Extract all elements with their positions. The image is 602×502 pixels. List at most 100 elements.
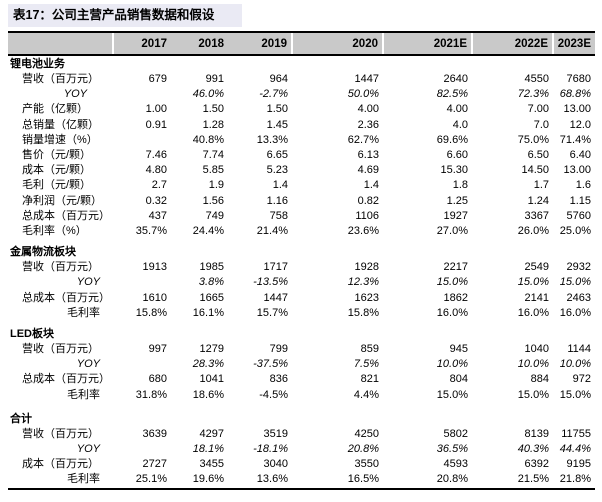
empty-cell: [292, 321, 383, 342]
data-row: 总成本（百万元） 680 1041 836 821 804 884 972: [8, 372, 595, 387]
value-cell: 8139: [524, 427, 549, 440]
value-cell: 15.0%: [436, 388, 468, 401]
value-cell: 46.0%: [192, 88, 224, 101]
column-header-2019: 2019: [228, 31, 292, 56]
empty-cell: [292, 239, 383, 260]
value-cell: 72.3%: [517, 88, 549, 101]
data-row: 总销量（亿颗） 0.91 1.28 1.45 2.36 4.0 7.0 12.0: [8, 118, 595, 133]
empty-cell: [472, 239, 553, 260]
value-cell: 679: [148, 73, 167, 85]
value-cell: 799: [269, 343, 288, 356]
empty-cell: [113, 55, 171, 72]
value-cell: 15.30: [440, 164, 468, 177]
value-cell: 1.45: [266, 118, 288, 131]
value-cell: 0.91: [145, 118, 167, 131]
value-cell: 15.0%: [559, 388, 591, 401]
value-cell: 6.65: [266, 149, 288, 162]
empty-cell: [553, 321, 595, 342]
value-cell: 10.0%: [436, 358, 468, 371]
row-label: 产能（亿颗）: [22, 103, 88, 116]
value-cell: 7.74: [202, 149, 224, 162]
value-cell: 7.0: [533, 118, 549, 131]
value-cell: 3.8%: [198, 276, 224, 289]
empty-cell: [383, 321, 472, 342]
value-cell: 31.8%: [135, 388, 167, 401]
value-cell: 4.00: [446, 103, 468, 116]
value-cell: -18.1%: [253, 443, 288, 456]
data-row: 营收（百万元） 679 991 964 1447 2640 4550 7680: [8, 72, 595, 87]
data-row: 净利润（元/颗） 0.32 1.56 1.16 0.82 1.25 1.24 1.15: [8, 194, 595, 209]
empty-cell: [472, 55, 553, 72]
data-row: 成本（百万元） 2727 3455 3040 3550 4593 6392 9195: [8, 457, 595, 472]
value-cell: 3455: [199, 458, 224, 471]
column-header-2020: 2020: [291, 31, 383, 56]
value-cell: 12.0: [569, 118, 591, 131]
data-row: 营收（百万元） 1913 1985 1717 1928 2217 2549 2932: [8, 260, 595, 275]
value-cell: 16.0%: [559, 306, 591, 319]
empty-cell: [383, 403, 472, 427]
data-row: 毛利（元/颗） 2.7 1.9 1.4 1.4 1.8 1.7 1.6: [8, 178, 595, 193]
value-cell: 16.5%: [292, 472, 383, 490]
value-cell: [113, 133, 171, 148]
value-cell: 18.6%: [192, 388, 224, 401]
value-cell: 4550: [524, 73, 549, 85]
value-cell: 5802: [443, 427, 468, 440]
header-label-spacer: [8, 31, 113, 56]
value-cell: 1.4: [272, 179, 288, 192]
empty-cell: [171, 55, 228, 72]
row-label: 营收（百万元）: [22, 427, 99, 440]
value-cell: 4.69: [357, 164, 379, 177]
value-cell: 1.6: [575, 179, 591, 192]
value-cell: 24.4%: [192, 225, 224, 238]
data-row: 销量增速（%） 40.8% 13.3% 62.7% 69.6% 75.0% 71.4%: [8, 133, 595, 148]
value-cell: 3550: [354, 458, 379, 471]
row-label: 售价（元/颗）: [22, 149, 92, 162]
value-cell: 2727: [142, 458, 167, 471]
empty-cell: [228, 239, 292, 260]
value-cell: 13.3%: [256, 133, 288, 146]
empty-cell: [113, 403, 171, 427]
value-cell: 4593: [443, 458, 468, 471]
value-cell: 75.0%: [517, 133, 549, 146]
data-row: YOY 18.1% -18.1% 20.8% 36.5% 40.3% 44.4%: [8, 442, 595, 457]
value-cell: 1.00: [145, 103, 167, 116]
value-cell: 15.0%: [517, 388, 549, 401]
value-cell: 19.6%: [171, 472, 228, 490]
empty-cell: [171, 403, 228, 427]
value-cell: 1862: [443, 291, 468, 304]
value-cell: 23.6%: [347, 225, 379, 238]
value-cell: 1928: [354, 261, 379, 274]
value-cell: 0.32: [145, 194, 167, 207]
data-row: 产能（亿颗） 1.00 1.50 1.50 4.00 4.00 7.00 13.00: [8, 102, 595, 117]
value-cell: 836: [269, 373, 288, 386]
value-cell: 6.50: [527, 149, 549, 162]
value-cell: 35.7%: [135, 225, 167, 238]
header-row: 2017 2018 2019 2020 2021E 2022E 2023E: [8, 31, 595, 56]
row-label: YOY: [76, 276, 100, 289]
value-cell: 804: [449, 373, 468, 386]
value-cell: 7.00: [527, 103, 549, 116]
value-cell: 1.8: [452, 179, 468, 192]
value-cell: 21.4%: [256, 225, 288, 238]
value-cell: 1.9: [208, 179, 224, 192]
empty-cell: [228, 55, 292, 72]
value-cell: 1.15: [569, 194, 591, 207]
value-cell: 69.6%: [436, 133, 468, 146]
value-cell: 2217: [443, 261, 468, 274]
row-label: YOY: [76, 358, 100, 371]
column-header-2018: 2018: [171, 31, 228, 56]
value-cell: 1927: [443, 209, 468, 222]
value-cell: -2.7%: [259, 88, 288, 101]
empty-cell: [171, 321, 228, 342]
value-cell: 680: [148, 373, 167, 386]
value-cell: 1.16: [266, 194, 288, 207]
value-cell: 9195: [566, 458, 591, 471]
value-cell: 26.0%: [517, 225, 549, 238]
value-cell: 5760: [566, 209, 591, 222]
value-cell: 1610: [142, 291, 167, 304]
value-cell: 28.3%: [192, 358, 224, 371]
value-cell: 82.5%: [436, 88, 468, 101]
value-cell: 5.23: [266, 164, 288, 177]
section-row: LED板块: [8, 321, 595, 342]
empty-cell: [292, 403, 383, 427]
